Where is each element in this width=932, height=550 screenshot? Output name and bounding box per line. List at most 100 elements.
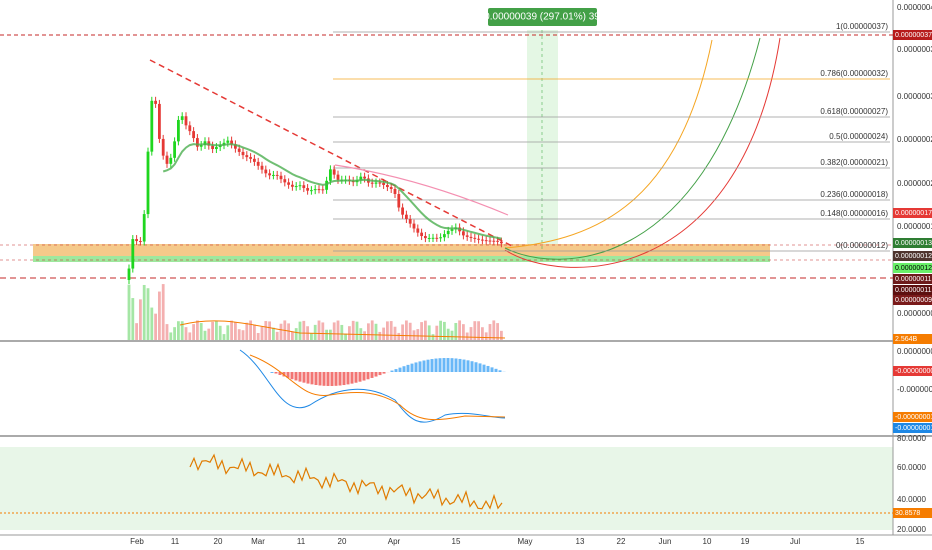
- volume-bar: [287, 323, 290, 340]
- volume-bar: [268, 321, 271, 340]
- price-tag-label: 0.00000013: [895, 240, 932, 247]
- volume-bar: [192, 324, 195, 340]
- rsi-axis-label: 60.0000: [897, 463, 926, 472]
- candle-body: [211, 145, 214, 150]
- candle-body: [283, 179, 287, 183]
- date-label: Mar: [251, 537, 265, 546]
- volume-bar: [454, 322, 458, 340]
- projection-red: [504, 37, 781, 268]
- candle-body: [253, 158, 256, 162]
- price-tag-label: 2.564B: [895, 336, 918, 343]
- macd-hist: [298, 372, 302, 382]
- banner-box: [488, 8, 597, 26]
- volume-bar: [169, 332, 173, 340]
- candle-body: [272, 174, 275, 176]
- volume-bar: [234, 322, 237, 340]
- macd-hist: [362, 372, 366, 381]
- volume-bar: [142, 284, 146, 340]
- volume-bar: [256, 333, 260, 340]
- support-zone-green: [33, 256, 770, 262]
- candle-body: [359, 176, 363, 180]
- price-axis-label: 0.00000020: [897, 179, 932, 188]
- volume-bar: [408, 322, 412, 340]
- volume-bar: [416, 329, 420, 340]
- price-axis-label: 0.00000040: [897, 3, 932, 12]
- candle-body: [169, 157, 173, 164]
- volume-bar: [230, 320, 233, 340]
- candle-body: [234, 144, 237, 149]
- macd-hist: [458, 358, 462, 372]
- volume-bar: [435, 325, 439, 340]
- price-tag-label: 0.00000012: [895, 253, 932, 260]
- macd-hist: [438, 358, 442, 372]
- date-label: Apr: [388, 537, 401, 546]
- fib-label: 1(0.00000037): [836, 22, 888, 31]
- candle-body: [363, 176, 366, 179]
- volume-bar: [401, 324, 404, 340]
- candle-body: [142, 214, 146, 242]
- candle-body: [230, 140, 233, 145]
- macd-hist: [274, 372, 278, 374]
- fib-label: 0.148(0.00000016): [820, 209, 888, 218]
- macd-hist: [462, 359, 466, 372]
- volume-bar: [222, 334, 226, 340]
- candle-body: [382, 182, 385, 185]
- macd-hist: [378, 372, 382, 376]
- volume-bar: [386, 321, 389, 340]
- candle-body: [177, 119, 180, 142]
- volume-bar: [199, 323, 203, 340]
- date-label: 15: [856, 537, 865, 546]
- volume-bar: [302, 320, 306, 340]
- candle-body: [180, 116, 184, 120]
- macd-axis-label: 0.00000001: [897, 347, 932, 356]
- macd-hist: [434, 358, 438, 372]
- candle-body: [374, 182, 378, 184]
- price-tag: [893, 274, 932, 284]
- projection-orange: [504, 39, 713, 249]
- candle-body: [237, 148, 241, 152]
- price-tag-label: -0.00000001: [895, 425, 932, 432]
- volume-bar: [249, 320, 252, 340]
- volume-bar: [317, 320, 321, 340]
- macd-hist: [406, 364, 410, 372]
- candle-body: [465, 235, 469, 237]
- candle-body: [477, 238, 480, 240]
- date-label: 11: [297, 537, 306, 546]
- macd-hist: [490, 367, 494, 372]
- price-tag-label: -0.00000001: [895, 414, 932, 421]
- candle-body: [462, 231, 465, 236]
- banner-text: 0.00000039 (297.01%) 39: [484, 12, 600, 23]
- projection-green: [504, 37, 761, 260]
- rsi-band: [0, 447, 893, 530]
- candle-body: [226, 140, 230, 143]
- macd-hist: [354, 372, 358, 383]
- fib-label: 0.618(0.00000027): [820, 107, 888, 116]
- volume-bar: [203, 330, 207, 340]
- candle-body: [492, 240, 496, 242]
- fib-label: 0.382(0.00000021): [820, 158, 888, 167]
- volume-bar: [367, 323, 370, 340]
- volume-bar: [443, 321, 446, 340]
- price-tag: [893, 295, 932, 305]
- candle-body: [473, 237, 477, 239]
- macd-hist: [310, 372, 314, 385]
- volume-bar: [211, 321, 214, 340]
- rsi-axis-label: 80.0000: [897, 434, 926, 443]
- target-band: [527, 30, 558, 250]
- rsi-axis-label: 40.0000: [897, 495, 926, 504]
- candle-body: [306, 188, 309, 191]
- date-label: Jun: [659, 537, 672, 546]
- volume-bar: [424, 320, 427, 340]
- macd-hist: [322, 372, 326, 386]
- volume-bar: [150, 307, 154, 340]
- candle-body: [378, 182, 382, 184]
- candle-body: [279, 175, 283, 180]
- candle-body: [386, 184, 389, 188]
- candle-body: [245, 155, 249, 158]
- macd-hist: [414, 362, 418, 372]
- volume-bar: [253, 324, 256, 340]
- volume-bar: [348, 326, 351, 340]
- macd-hist: [394, 369, 398, 372]
- macd-hist: [306, 372, 310, 384]
